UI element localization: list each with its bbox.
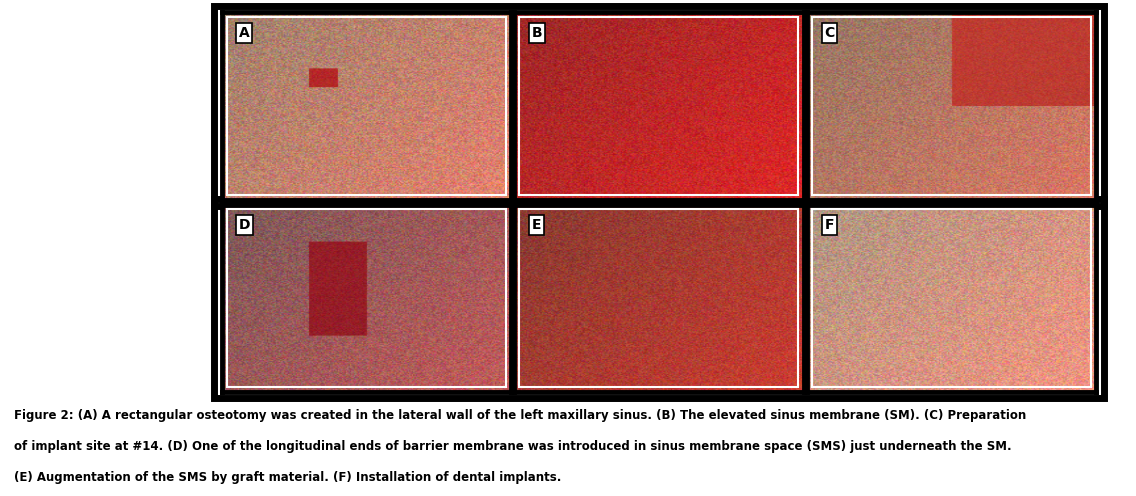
Text: (E) Augmentation of the SMS by graft material. (F) Installation of dental implan: (E) Augmentation of the SMS by graft mat… bbox=[14, 471, 561, 484]
Text: C: C bbox=[825, 26, 835, 40]
Text: of implant site at #14. (D) One of the longitudinal ends of barrier membrane was: of implant site at #14. (D) One of the l… bbox=[14, 440, 1011, 453]
Text: A: A bbox=[239, 26, 250, 40]
Text: Figure 2: (A) A rectangular osteotomy was created in the lateral wall of the lef: Figure 2: (A) A rectangular osteotomy wa… bbox=[14, 409, 1026, 422]
Text: B: B bbox=[532, 26, 542, 40]
Text: E: E bbox=[532, 218, 541, 232]
Text: D: D bbox=[239, 218, 250, 232]
Text: F: F bbox=[825, 218, 834, 232]
